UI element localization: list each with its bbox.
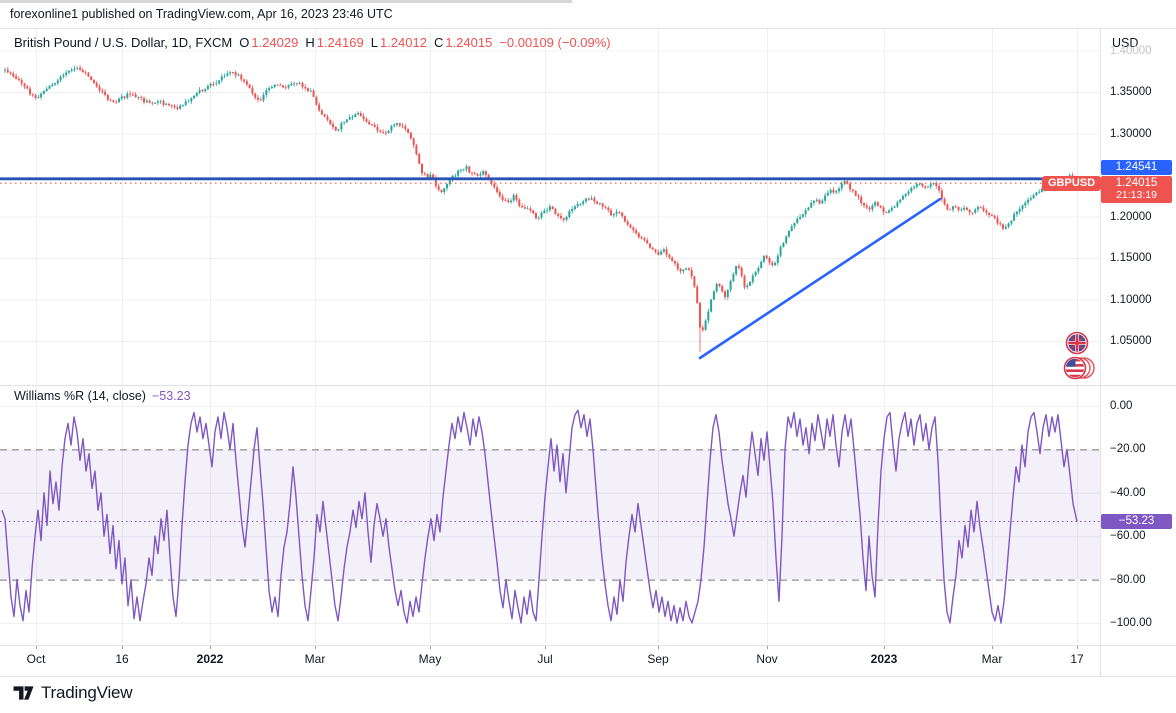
time-tick-label: May [418, 652, 442, 666]
time-tick-label: 16 [115, 652, 129, 666]
tradingview-logo-icon [13, 686, 34, 700]
time-tick-label: Nov [756, 652, 778, 666]
gbp-flag-icon [1065, 331, 1089, 355]
symbol-title[interactable]: British Pound / U.S. Dollar, 1D, FXCM [14, 35, 233, 50]
time-tick-label: 2023 [870, 652, 898, 666]
indicator-tick-label: −20.00 [1110, 443, 1146, 456]
trendline [698, 197, 942, 360]
bar-countdown: 21:13:19 [1116, 189, 1157, 202]
candlesticks [4, 65, 1088, 352]
indicator-tick-label: 0.00 [1110, 400, 1133, 412]
indicator-value-badge[interactable]: −53.23 [1101, 514, 1172, 529]
price-tick-label: 1.20000 [1110, 210, 1152, 223]
indicator-tick-label: −40.00 [1110, 486, 1146, 499]
close-key: C [433, 35, 444, 50]
indicator-tick-label: −60.00 [1110, 530, 1146, 543]
williams-r-line [1, 409, 1078, 624]
high-value: 1.24169 [316, 35, 364, 50]
open-value: 1.24029 [251, 35, 299, 50]
brand-name: TradingView [41, 683, 133, 702]
last-price-badge[interactable]: 1.24015 21:13:19 [1101, 175, 1172, 203]
price-tick-label: 1.15000 [1110, 252, 1152, 264]
change-value: −0.00109 (−0.09%) [499, 35, 611, 50]
indicator-value: −53.23 [151, 389, 191, 403]
price-tick-label: 1.35000 [1110, 86, 1152, 98]
price-tick-label: 1.40000 [1110, 44, 1152, 57]
usd-flag-icon [1063, 356, 1095, 380]
time-tick-label: 2022 [196, 652, 224, 666]
low-value: 1.24012 [379, 35, 427, 50]
last-price-value: 1.24015 [1115, 176, 1158, 189]
time-tick-label: Mar [304, 652, 326, 666]
indicator-title[interactable]: Williams %R (14, close) [14, 389, 146, 403]
footer-brand: TradingView [12, 683, 133, 703]
currency-axis-label: USD [1112, 36, 1139, 50]
series-price-label[interactable]: GBPUSD [1042, 175, 1102, 191]
price-tick-label: 1.10000 [1110, 293, 1152, 306]
low-key: L [370, 35, 378, 50]
time-axis[interactable]: Oct 16 2022 Mar May Jul Sep Nov 2023 Mar 17 [0, 645, 1100, 676]
time-tick-label: 17 [1070, 652, 1084, 666]
time-tick-label: Sep [647, 652, 669, 666]
time-tick-label: Oct [26, 652, 46, 666]
price-axis[interactable]: 1.40000 1.35000 1.30000 1.20000 1.15000 1.100… [1100, 0, 1176, 713]
indicator-tick-label: −100.00 [1110, 617, 1152, 629]
open-key: O [239, 35, 250, 50]
indicator-tick-label: −80.00 [1110, 573, 1146, 586]
high-key: H [305, 35, 315, 50]
window-edge [0, 0, 572, 3]
price-tick-label: 1.05000 [1110, 335, 1152, 347]
time-tick-label: Jul [537, 652, 553, 666]
time-tick-label: Mar [981, 652, 1003, 666]
price-tick-label: 1.30000 [1110, 127, 1152, 140]
line-price-badge[interactable]: 1.24541 [1101, 160, 1172, 176]
indicator-title-row: Williams %R (14, close) −53.23 [14, 389, 191, 403]
close-value: 1.24015 [445, 35, 493, 50]
attribution-text: forexonline1 published on TradingView.co… [10, 7, 393, 21]
